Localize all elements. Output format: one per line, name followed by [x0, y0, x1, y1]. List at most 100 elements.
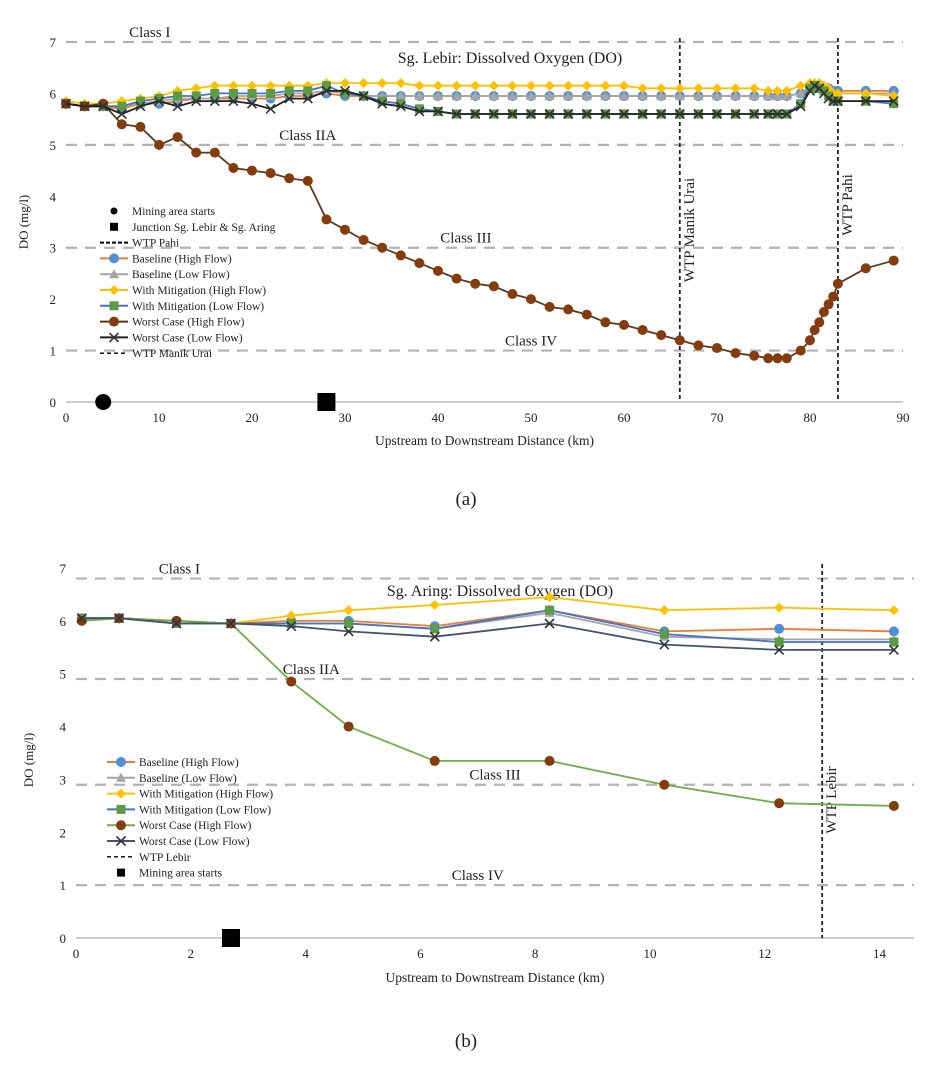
data-point	[344, 619, 354, 628]
data-point	[286, 610, 297, 621]
legend-marker	[116, 804, 126, 814]
data-point	[135, 121, 146, 132]
data-point	[433, 265, 443, 276]
class-label: Class I	[129, 25, 170, 41]
legend-marker	[116, 757, 126, 767]
data-point	[795, 101, 806, 112]
data-point	[888, 626, 899, 637]
data-point	[191, 147, 202, 158]
legend-label: Worst Case (Low Flow)	[132, 332, 243, 344]
data-point	[563, 108, 574, 120]
data-point	[889, 637, 899, 647]
legend-label: WTP Pahi	[132, 238, 179, 250]
y-tick-label: 6	[50, 86, 57, 101]
data-point	[674, 91, 685, 100]
legend-label: Worst Case (Low Flow)	[139, 836, 250, 848]
wtp-label: WTP Pahi	[840, 174, 856, 236]
y-tick-label: 0	[50, 395, 57, 410]
data-point	[209, 80, 220, 91]
data-point	[470, 80, 481, 91]
legend-marker	[116, 820, 126, 831]
y-tick-label: 4	[60, 720, 67, 735]
data-point	[795, 88, 806, 98]
data-point	[377, 98, 388, 109]
data-point	[730, 83, 741, 94]
data-point	[286, 619, 296, 628]
data-point	[265, 80, 276, 91]
data-point	[619, 80, 629, 91]
legend-label: Worst Case (High Flow)	[132, 317, 245, 329]
x-tick-label: 70	[711, 410, 724, 425]
x-tick-label: 60	[618, 410, 631, 425]
y-tick-label: 5	[50, 138, 57, 153]
data-point	[191, 91, 201, 101]
data-point	[340, 78, 350, 89]
data-point	[507, 108, 518, 120]
event-marker	[317, 393, 336, 411]
data-point	[832, 96, 843, 107]
data-point	[581, 91, 592, 100]
class-label: Class I	[159, 562, 200, 578]
x-axis-label: Upstream to Downstream Distance (km)	[386, 970, 605, 985]
x-tick-label: 20	[246, 410, 259, 425]
data-point	[730, 348, 741, 359]
data-point	[209, 96, 220, 107]
series-line	[81, 611, 894, 641]
data-point	[117, 101, 127, 111]
data-point	[749, 108, 760, 120]
x-tick-label: 40	[432, 410, 445, 425]
data-point	[343, 626, 354, 637]
data-point	[451, 91, 462, 100]
data-point	[191, 83, 202, 94]
x-tick-label: 14	[873, 946, 887, 961]
data-point	[172, 132, 183, 143]
legend-entry: Worst Case (High Flow)	[100, 316, 245, 329]
y-tick-label: 2	[50, 292, 57, 307]
legend-marker	[115, 835, 127, 847]
data-point	[659, 779, 670, 790]
data-point	[395, 101, 406, 112]
x-tick-label: 30	[339, 410, 352, 425]
data-point	[154, 139, 164, 150]
y-tick-label: 1	[60, 878, 67, 893]
legend-label: Baseline (High Flow)	[132, 253, 232, 265]
chart-b: Class I Class IIA Class III Class IV Sg. Ari…	[21, 561, 914, 1052]
data-point	[396, 99, 406, 109]
data-point	[544, 108, 555, 120]
data-point	[135, 101, 146, 112]
data-point	[358, 78, 369, 89]
data-point	[659, 629, 669, 639]
x-tick-label: 80	[804, 410, 817, 425]
data-point	[795, 345, 806, 356]
legend-marker	[109, 253, 119, 264]
data-point	[823, 299, 834, 310]
data-point	[302, 175, 313, 186]
data-point	[247, 88, 257, 98]
data-point	[451, 80, 462, 91]
data-point	[395, 78, 406, 89]
data-point	[730, 108, 741, 120]
x-tick-label: 10	[153, 410, 166, 425]
data-point	[749, 83, 760, 94]
data-point	[781, 353, 792, 364]
data-point	[860, 88, 871, 99]
data-point	[618, 108, 630, 120]
data-point	[488, 108, 499, 120]
legend-label: Junction Sg. Lebir & Sg. Aring	[132, 222, 276, 234]
data-point	[774, 637, 784, 647]
data-series	[60, 80, 899, 120]
y-axis-label: DO (mg/l)	[21, 733, 36, 788]
legend-entry: With Mitigation (Low Flow)	[100, 301, 264, 313]
y-tick-label: 5	[60, 667, 67, 682]
data-point	[429, 631, 440, 642]
data-point	[809, 80, 820, 91]
data-point	[712, 343, 722, 353]
data-point	[730, 91, 741, 100]
data-point	[600, 91, 611, 100]
legend-marker	[109, 269, 119, 279]
data-point	[832, 278, 843, 289]
data-point	[805, 83, 815, 93]
data-point	[507, 80, 518, 91]
data-point	[135, 96, 145, 106]
y-tick-label: 4	[50, 189, 57, 204]
